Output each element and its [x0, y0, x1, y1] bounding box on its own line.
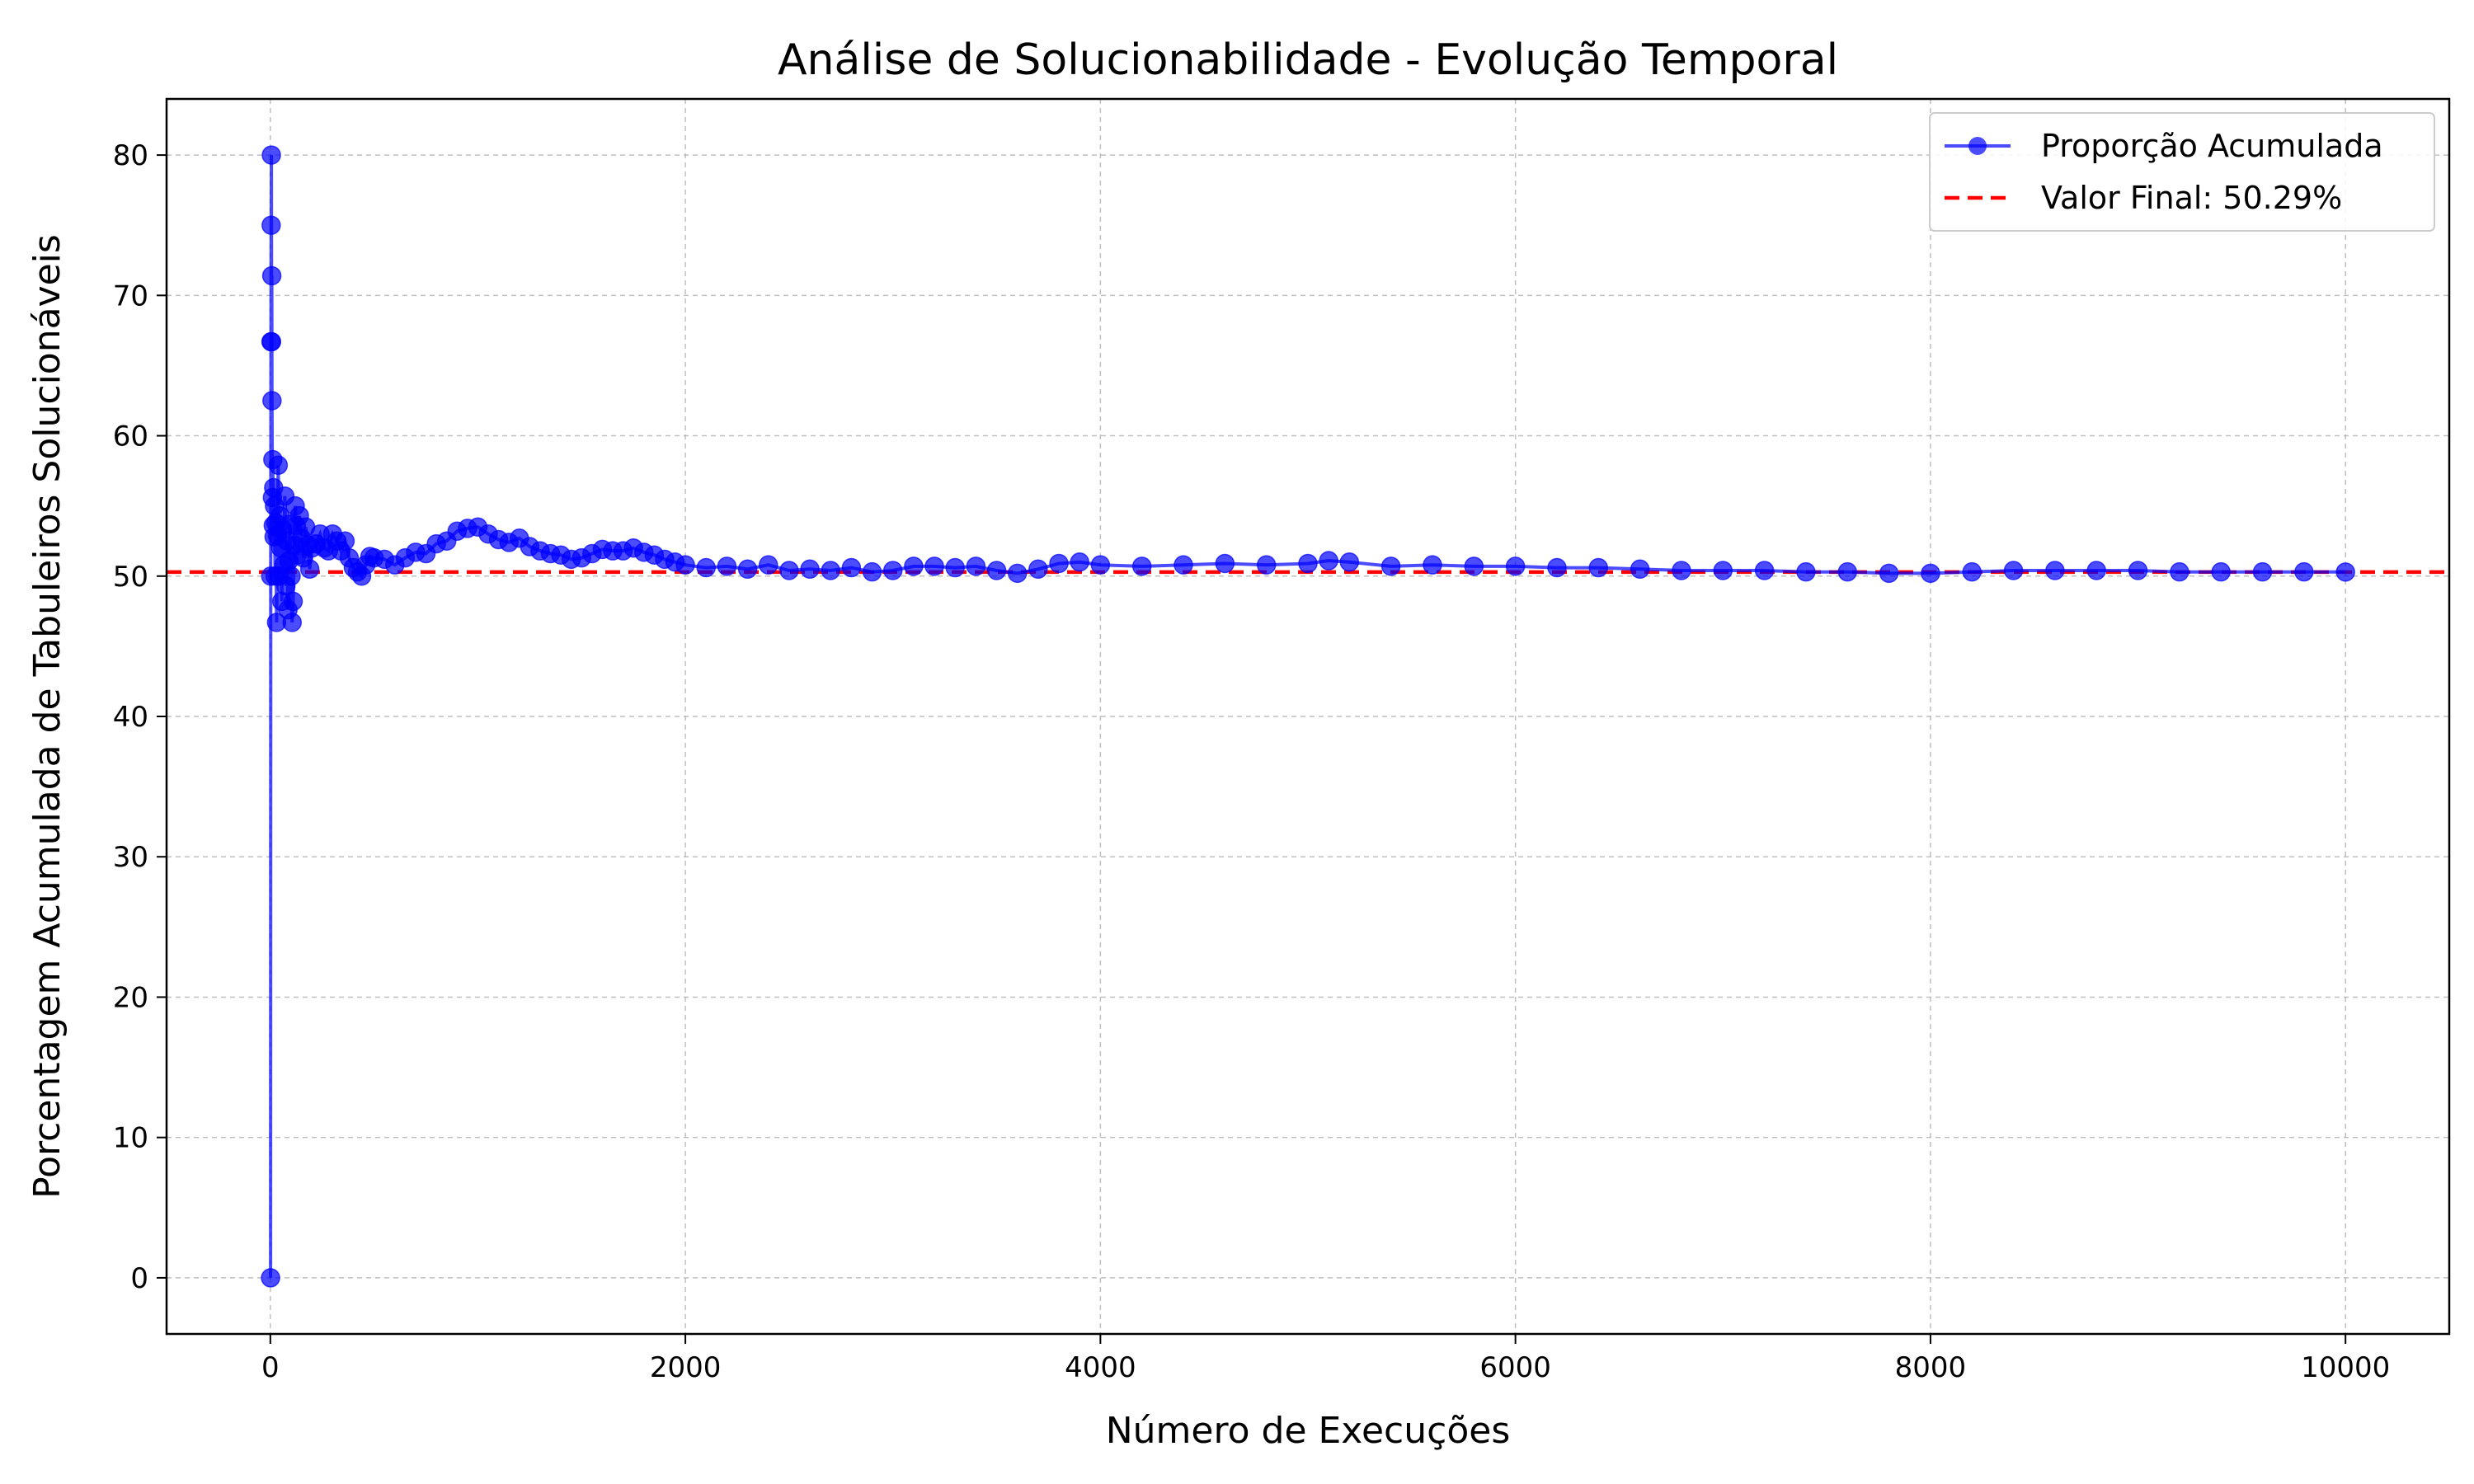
- data-point: [2086, 561, 2106, 580]
- data-point: [2003, 561, 2024, 580]
- data-point: [904, 556, 924, 576]
- data-point: [1588, 557, 1609, 578]
- data-point: [1339, 552, 1360, 572]
- data-point: [1090, 555, 1111, 575]
- data-point: [261, 145, 281, 165]
- data-point: [737, 559, 758, 580]
- legend-box: [1929, 112, 2435, 232]
- data-point: [800, 559, 820, 580]
- legend-label-final: Valor Final: 50.29%: [2041, 180, 2342, 216]
- data-point: [966, 556, 986, 576]
- data-point: [1256, 555, 1277, 575]
- data-point: [261, 215, 281, 235]
- data-point: [1796, 561, 1816, 582]
- data-point: [282, 613, 302, 632]
- data-point: [1215, 553, 1235, 574]
- data-point: [924, 556, 944, 576]
- data-point: [1672, 561, 1691, 580]
- y-tick-label: 80: [113, 139, 148, 172]
- data-point: [2252, 561, 2273, 582]
- data-point: [1962, 561, 1982, 582]
- plot-content: [167, 145, 2449, 1288]
- y-axis-title: Porcentagem Acumulada de Tabuleiros Solu…: [26, 234, 68, 1199]
- x-tick-label: 2000: [650, 1351, 722, 1384]
- data-point: [986, 561, 1007, 580]
- data-point: [1464, 556, 1484, 576]
- data-point: [696, 557, 717, 578]
- x-tick-label: 6000: [1479, 1351, 1551, 1384]
- data-point: [2211, 561, 2231, 582]
- legend-marker-swatch: [1968, 137, 1987, 155]
- data-point: [1505, 556, 1526, 576]
- data-point: [862, 561, 882, 582]
- data-point: [1007, 563, 1028, 584]
- x-tick-label: 10000: [2301, 1351, 2390, 1384]
- data-point: [882, 561, 903, 580]
- y-tick-label: 0: [130, 1262, 148, 1295]
- data-point: [268, 455, 289, 476]
- data-point: [1423, 555, 1442, 575]
- data-point: [1547, 557, 1567, 578]
- data-point: [299, 559, 320, 580]
- y-tick-label: 20: [113, 981, 148, 1014]
- y-tick-label: 70: [113, 279, 148, 312]
- data-point: [2045, 561, 2065, 580]
- y-tick-label: 30: [113, 841, 148, 874]
- data-point: [821, 561, 840, 580]
- legend-label-series: Proporção Acumulada: [2041, 128, 2383, 164]
- data-point: [261, 1268, 280, 1288]
- x-tick-label: 0: [261, 1351, 280, 1384]
- data-point: [1879, 563, 1899, 584]
- axes-ticks: 0 2000 4000 6000 8000 10000 0 10 20 30 40 50 60 70 80: [113, 139, 2391, 1384]
- data-point: [1049, 553, 1069, 574]
- x-axis-title: Número de Execuções: [1106, 1410, 1511, 1452]
- data-point: [717, 556, 737, 576]
- legend: Proporção Acumulada Valor Final: 50.29%: [1929, 112, 2435, 232]
- data-point: [2170, 561, 2189, 582]
- data-point: [261, 331, 282, 352]
- data-point: [758, 555, 778, 575]
- data-point: [1380, 556, 1401, 576]
- data-point: [1298, 553, 1318, 574]
- data-point: [675, 555, 695, 575]
- data-point: [281, 566, 301, 586]
- data-point: [779, 561, 799, 580]
- data-point: [2128, 561, 2148, 580]
- data-point: [283, 591, 303, 612]
- data-point: [1630, 559, 1650, 580]
- data-point: [1028, 559, 1048, 580]
- x-tick-label: 4000: [1065, 1351, 1136, 1384]
- data-point: [1713, 561, 1733, 580]
- data-point: [1174, 555, 1193, 575]
- y-tick-label: 60: [113, 420, 148, 453]
- data-point: [2294, 561, 2314, 582]
- data-point: [335, 531, 355, 551]
- x-tick-label: 8000: [1895, 1351, 1967, 1384]
- chart-title: Análise de Solucionabilidade - Evolução …: [778, 35, 1838, 85]
- data-point: [1070, 552, 1089, 572]
- data-point: [262, 391, 282, 411]
- y-tick-label: 40: [113, 701, 148, 734]
- data-point: [261, 265, 282, 286]
- data-point: [1754, 561, 1775, 580]
- y-tick-label: 50: [113, 561, 148, 594]
- data-point: [841, 557, 862, 578]
- data-point: [945, 557, 965, 578]
- data-point: [1921, 563, 1940, 584]
- data-point: [1837, 561, 1858, 582]
- data-point: [1131, 556, 1152, 576]
- data-point: [1319, 551, 1338, 571]
- y-tick-label: 10: [113, 1122, 148, 1155]
- plot-area: [167, 145, 2449, 1288]
- data-point: [2335, 562, 2355, 582]
